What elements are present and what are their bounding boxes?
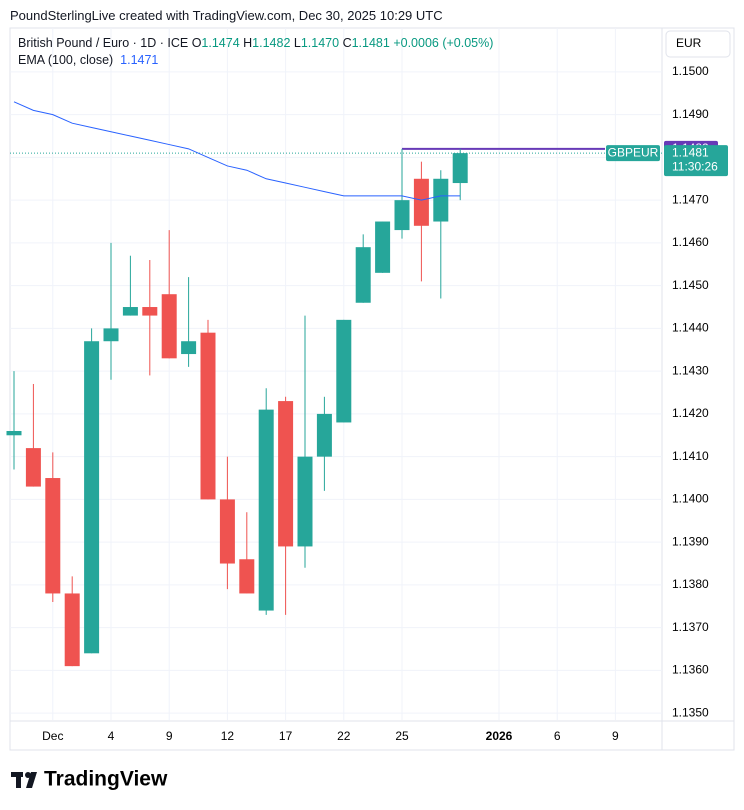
candle-body xyxy=(219,499,235,564)
logo-icon xyxy=(11,772,37,788)
x-tick-label: 22 xyxy=(337,729,351,743)
candle-body xyxy=(6,431,22,436)
last-price: 1.1481 xyxy=(672,145,709,159)
y-tick-label: 1.1450 xyxy=(672,278,709,292)
attribution: PoundSterlingLive created with TradingVi… xyxy=(10,8,443,23)
countdown: 11:30:26 xyxy=(672,159,718,173)
candle-body xyxy=(103,328,119,342)
x-tick-label: 4 xyxy=(108,729,115,743)
legend-row: British Pound / Euro · 1D · ICE O1.1474 … xyxy=(18,36,493,50)
candle-body xyxy=(413,178,429,226)
y-tick-label: 1.1430 xyxy=(672,363,709,377)
y-tick-label: 1.1350 xyxy=(672,705,709,719)
x-tick-label: 2026 xyxy=(486,729,513,743)
y-tick-label: 1.1380 xyxy=(672,577,709,591)
y-tick-label: 1.1440 xyxy=(672,321,709,335)
x-tick-label: 9 xyxy=(166,729,173,743)
ema-line xyxy=(13,101,461,201)
candle-body xyxy=(297,456,313,547)
symbol-tag: GBPEUR xyxy=(608,145,659,159)
branding: TradingView xyxy=(44,768,168,791)
x-tick-label: 25 xyxy=(395,729,409,743)
chart-frame xyxy=(9,27,735,751)
y-tick-label: 1.1500 xyxy=(672,64,709,78)
change: +0.0006 (+0.05%) xyxy=(393,36,494,50)
candle-body xyxy=(84,341,100,654)
x-tick-label: 6 xyxy=(554,729,561,743)
candle-body xyxy=(142,307,158,316)
candle-body xyxy=(25,448,41,487)
candle-body xyxy=(316,413,332,457)
y-tick-label: 1.1420 xyxy=(672,406,709,420)
x-tick-label: 9 xyxy=(612,729,619,743)
ohlc-label: H xyxy=(243,36,253,50)
candle-body xyxy=(64,593,80,667)
candle-body xyxy=(181,341,197,355)
symbol: British Pound / Euro · 1D · ICE xyxy=(18,36,189,50)
x-tick-label: 12 xyxy=(221,729,235,743)
candle-body xyxy=(258,409,274,611)
ohlc-value: 1.1474 xyxy=(201,36,240,50)
currency: EUR xyxy=(676,36,702,50)
ohlc-label: O xyxy=(191,36,202,50)
indicator-value: 1.1471 xyxy=(120,53,159,67)
y-tick-label: 1.1390 xyxy=(672,534,709,548)
ohlc-value: 1.1482 xyxy=(252,36,291,50)
y-tick-label: 1.1470 xyxy=(672,192,709,206)
candle-body xyxy=(161,294,177,359)
candle-body xyxy=(45,478,61,594)
ohlc-value: 1.1481 xyxy=(351,36,390,50)
candle-body xyxy=(452,153,468,184)
y-tick-label: 1.1460 xyxy=(672,235,709,249)
y-tick-label: 1.1360 xyxy=(672,663,709,677)
candle-body xyxy=(394,200,410,231)
ohlc-label: C xyxy=(342,36,352,50)
candle-body xyxy=(200,332,216,500)
currency-box[interactable] xyxy=(665,30,731,58)
ohlc-label: L xyxy=(293,36,301,50)
candle-body xyxy=(336,319,352,423)
indicator-name: EMA (100, close) xyxy=(18,53,114,67)
candle-body xyxy=(375,221,391,273)
y-tick-label: 1.1400 xyxy=(672,492,709,506)
grid xyxy=(10,28,662,720)
candle-body xyxy=(278,401,294,547)
ohlc-value: 1.1470 xyxy=(300,36,340,50)
x-tick-label: 17 xyxy=(279,729,293,743)
candle-body xyxy=(433,178,449,222)
y-tick-label: 1.1410 xyxy=(672,449,709,463)
candle-body xyxy=(355,247,371,303)
symbol-tag-box xyxy=(606,145,660,162)
y-tick-label: 1.1490 xyxy=(672,107,709,121)
candle-body xyxy=(239,559,255,594)
last-price-box xyxy=(664,145,728,177)
x-tick-label: Dec xyxy=(42,729,63,743)
candle-body xyxy=(122,307,138,316)
legend-row: EMA (100, close) 1.1471 xyxy=(18,53,158,67)
y-tick-label: 1.1370 xyxy=(672,620,709,634)
